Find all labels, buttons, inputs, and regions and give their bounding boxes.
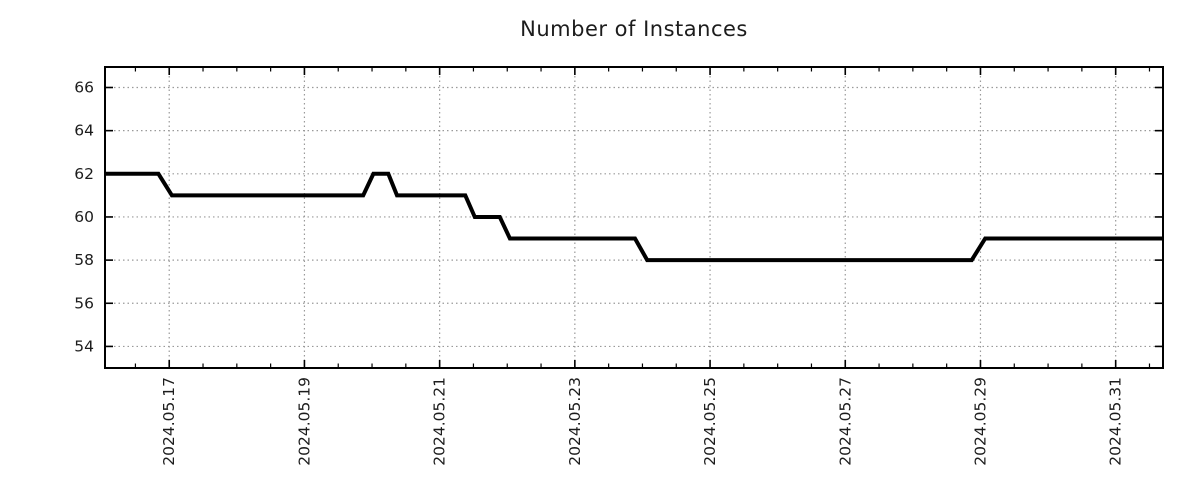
y-tick-label: 58	[74, 251, 94, 269]
x-tick-label: 2024.05.21	[431, 377, 449, 466]
x-tick-label: 2024.05.17	[160, 377, 178, 466]
y-tick-label: 66	[74, 78, 94, 96]
series-line-instances	[105, 171, 1163, 263]
x-tick-label: 2024.05.31	[1107, 377, 1125, 466]
x-tick-label: 2024.05.25	[701, 377, 719, 466]
y-tick-label: 60	[74, 208, 94, 226]
x-tick-label: 2024.05.29	[971, 377, 989, 466]
y-tick-label: 56	[74, 294, 94, 312]
y-tick-label: 62	[74, 165, 94, 183]
x-tick-label: 2024.05.27	[836, 377, 854, 466]
y-tick-label: 64	[74, 122, 94, 140]
y-tick-label: 54	[74, 337, 94, 355]
x-tick-label: 2024.05.23	[566, 377, 584, 466]
x-tick-label: 2024.05.19	[295, 377, 313, 466]
chart-title: Number of Instances	[520, 17, 748, 41]
